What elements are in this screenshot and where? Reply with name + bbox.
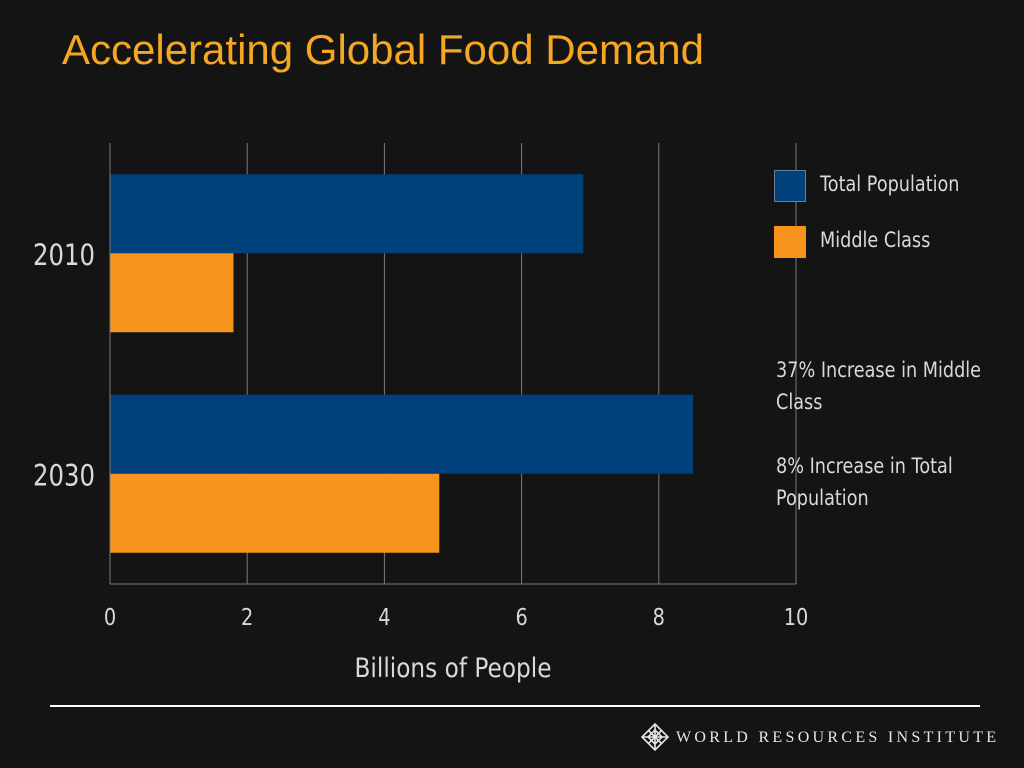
annotation-middle-class-increase: 37% Increase in Middle Class xyxy=(776,358,982,414)
y-category-label: 2010 xyxy=(33,239,95,273)
bar-chart: 0 2 4 6 8 10 2010 2030 Billions of People xyxy=(33,143,808,683)
x-tick-label: 0 xyxy=(104,604,116,631)
legend-label-middle-class: Middle Class xyxy=(820,228,931,252)
bar-total-population-2030 xyxy=(110,394,694,474)
x-tick-label: 6 xyxy=(515,604,527,631)
bar-middle-class-2010 xyxy=(110,253,234,333)
slide-title: Accelerating Global Food Demand xyxy=(62,26,705,73)
footer-divider-left xyxy=(50,705,78,707)
x-tick-label: 2 xyxy=(241,604,253,631)
y-category-labels: 2010 2030 xyxy=(33,239,95,493)
y-category-label: 2030 xyxy=(33,460,95,494)
annotation-total-population-increase: 8% Increase in Total Population xyxy=(776,454,953,510)
bar-total-population-2010 xyxy=(110,174,584,254)
x-tick-label: 4 xyxy=(378,604,390,631)
legend-swatch-total-population xyxy=(774,170,806,202)
x-tick-label: 8 xyxy=(653,604,665,631)
x-tick-label: 10 xyxy=(784,604,809,631)
x-axis-title: Billions of People xyxy=(355,652,552,683)
organization-name: WORLD RESOURCES INSTITUTE xyxy=(676,729,1000,746)
chart-bars xyxy=(110,174,694,553)
bar-middle-class-2030 xyxy=(110,473,440,553)
chart-axes xyxy=(109,143,796,585)
legend-swatch-middle-class xyxy=(774,226,806,258)
footer-divider xyxy=(78,705,980,707)
wri-emblem-icon xyxy=(640,722,670,752)
legend-label-total-population: Total Population xyxy=(820,172,960,196)
x-tick-labels: 0 2 4 6 8 10 xyxy=(104,604,808,631)
